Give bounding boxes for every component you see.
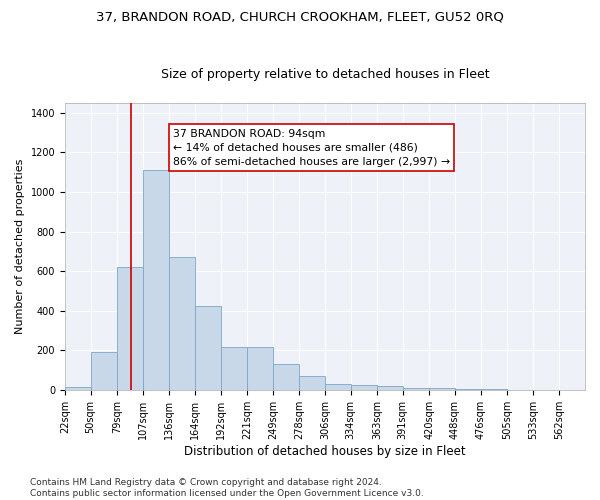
Bar — [65, 387, 91, 390]
Bar — [455, 389, 481, 390]
Bar — [350, 385, 377, 390]
Bar — [403, 388, 430, 390]
Bar — [143, 170, 169, 390]
Bar — [221, 348, 247, 390]
Bar — [273, 364, 299, 390]
Text: 37, BRANDON ROAD, CHURCH CROOKHAM, FLEET, GU52 0RQ: 37, BRANDON ROAD, CHURCH CROOKHAM, FLEET… — [96, 10, 504, 23]
Bar — [169, 258, 195, 390]
X-axis label: Distribution of detached houses by size in Fleet: Distribution of detached houses by size … — [184, 444, 466, 458]
Bar — [195, 306, 221, 390]
Text: Contains HM Land Registry data © Crown copyright and database right 2024.
Contai: Contains HM Land Registry data © Crown c… — [30, 478, 424, 498]
Text: 37 BRANDON ROAD: 94sqm
← 14% of detached houses are smaller (486)
86% of semi-de: 37 BRANDON ROAD: 94sqm ← 14% of detached… — [173, 128, 450, 166]
Bar — [430, 388, 455, 390]
Title: Size of property relative to detached houses in Fleet: Size of property relative to detached ho… — [161, 68, 489, 81]
Bar — [325, 384, 350, 390]
Bar — [91, 352, 117, 390]
Bar — [117, 267, 143, 390]
Bar — [377, 386, 403, 390]
Bar — [299, 376, 325, 390]
Y-axis label: Number of detached properties: Number of detached properties — [15, 158, 25, 334]
Bar — [247, 348, 273, 390]
